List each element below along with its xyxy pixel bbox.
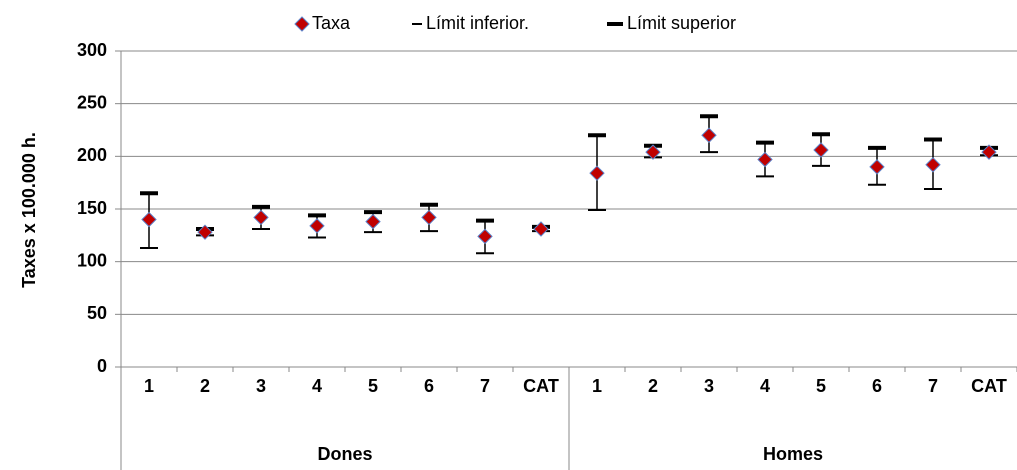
rate-marker	[309, 218, 325, 234]
rate-marker	[981, 144, 997, 160]
y-axis-title: Taxes x 100.000 h.	[19, 132, 39, 288]
rate-marker	[421, 209, 437, 226]
y-tick-label: 0	[97, 356, 107, 376]
x-tick-label: 2	[200, 376, 210, 396]
rate-marker	[925, 157, 941, 173]
rate-marker	[813, 142, 829, 158]
rate-marker	[141, 211, 157, 228]
rate-marker	[253, 209, 269, 226]
legend-label: Límit superior	[627, 13, 736, 33]
rate-marker	[869, 159, 885, 175]
legend-marker	[294, 16, 310, 32]
x-tick-label: 1	[144, 376, 154, 396]
group-label: Homes	[763, 444, 823, 464]
y-tick-label: 300	[77, 40, 107, 60]
x-tick-label: 6	[424, 376, 434, 396]
x-tick-label: 6	[872, 376, 882, 396]
rate-marker	[365, 213, 381, 230]
legend-label: Límit inferior.	[426, 13, 529, 33]
y-tick-label: 150	[77, 198, 107, 218]
group-label: Dones	[317, 444, 372, 464]
x-tick-label: CAT	[523, 376, 559, 396]
y-tick-label: 200	[77, 145, 107, 165]
y-tick-label: 250	[77, 92, 107, 112]
legend-label: Taxa	[312, 13, 351, 33]
rate-marker	[757, 151, 773, 168]
rate-marker	[589, 165, 605, 181]
rate-marker	[477, 228, 493, 245]
x-tick-label: 5	[368, 376, 378, 396]
x-tick-label: 5	[816, 376, 826, 396]
rate-marker	[645, 144, 661, 160]
x-tick-label: 3	[704, 376, 714, 396]
x-tick-label: CAT	[971, 376, 1007, 396]
y-tick-label: 100	[77, 250, 107, 270]
x-tick-label: 3	[256, 376, 266, 396]
x-tick-label: 1	[592, 376, 602, 396]
x-tick-label: 4	[312, 376, 322, 396]
x-tick-label: 4	[760, 376, 770, 396]
y-tick-label: 50	[87, 303, 107, 323]
x-tick-label: 7	[480, 376, 490, 396]
rate-marker	[197, 224, 213, 240]
x-tick-label: 7	[928, 376, 938, 396]
x-tick-label: 2	[648, 376, 658, 396]
rate-marker	[701, 127, 717, 143]
rate-marker	[533, 221, 549, 237]
